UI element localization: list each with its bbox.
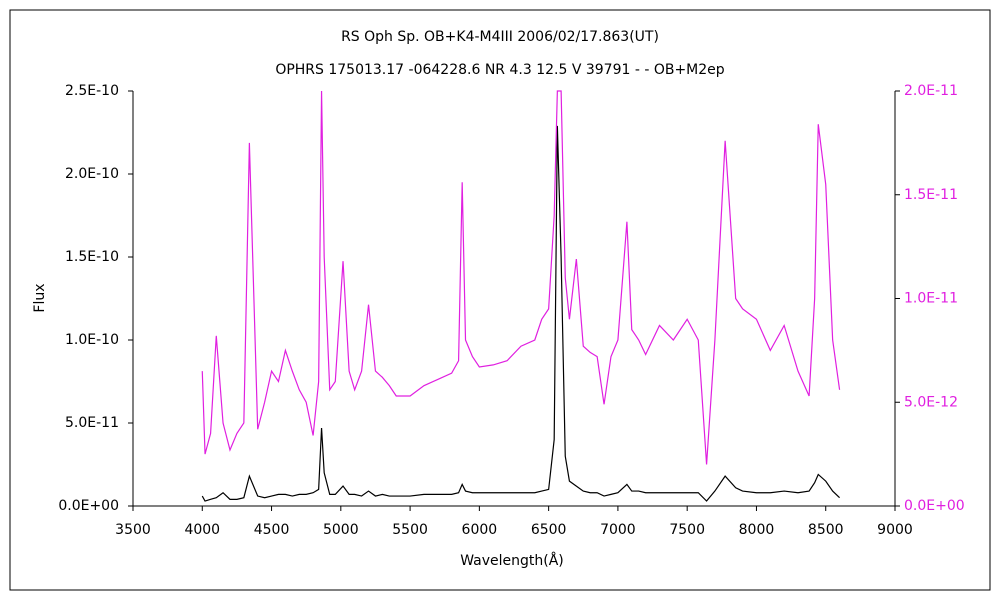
spectrum-line <box>201 125 840 502</box>
chart-subtitle: OPHRS 175013.17 -064228.6 NR 4.3 12.5 V … <box>275 62 724 78</box>
x-tick-label: 7500 <box>669 522 705 538</box>
y-tick-label: 2.0E-10 <box>65 166 119 182</box>
x-tick-label: 8000 <box>739 522 775 538</box>
spectrum-line <box>201 90 841 465</box>
x-tick-label: 4000 <box>184 522 220 538</box>
y2-tick-label: 5.0E-12 <box>904 394 958 410</box>
x-tick-label: 4500 <box>254 522 290 538</box>
y-tick-label: 1.5E-10 <box>65 249 119 265</box>
x-tick-label: 9000 <box>877 522 913 538</box>
y-axis-label: Flux <box>32 283 48 312</box>
y2-tick-label: 0.0E+00 <box>904 498 965 514</box>
plot-area <box>201 90 841 502</box>
x-axis-label: Wavelength(Å) <box>460 552 564 569</box>
chart-frame <box>9 9 991 591</box>
y-tick-label: 2.5E-10 <box>65 83 119 99</box>
x-tick-label: 5500 <box>392 522 428 538</box>
y2-tick-label: 1.5E-11 <box>904 187 958 203</box>
x-tick-label: 8500 <box>808 522 844 538</box>
x-tick-label: 3500 <box>115 522 151 538</box>
y-tick-label: 0.0E+00 <box>58 498 119 514</box>
chart-title: RS Oph Sp. OB+K4-M4III 2006/02/17.863(UT… <box>341 29 659 45</box>
y2-tick-label: 2.0E-11 <box>904 83 958 99</box>
x-tick-label: 6500 <box>531 522 567 538</box>
y-tick-label: 1.0E-10 <box>65 332 119 348</box>
y2-tick-label: 1.0E-11 <box>904 291 958 307</box>
x-tick-label: 5000 <box>323 522 359 538</box>
x-tick-label: 6000 <box>462 522 498 538</box>
y-tick-label: 5.0E-11 <box>65 415 119 431</box>
x-tick-label: 7000 <box>600 522 636 538</box>
